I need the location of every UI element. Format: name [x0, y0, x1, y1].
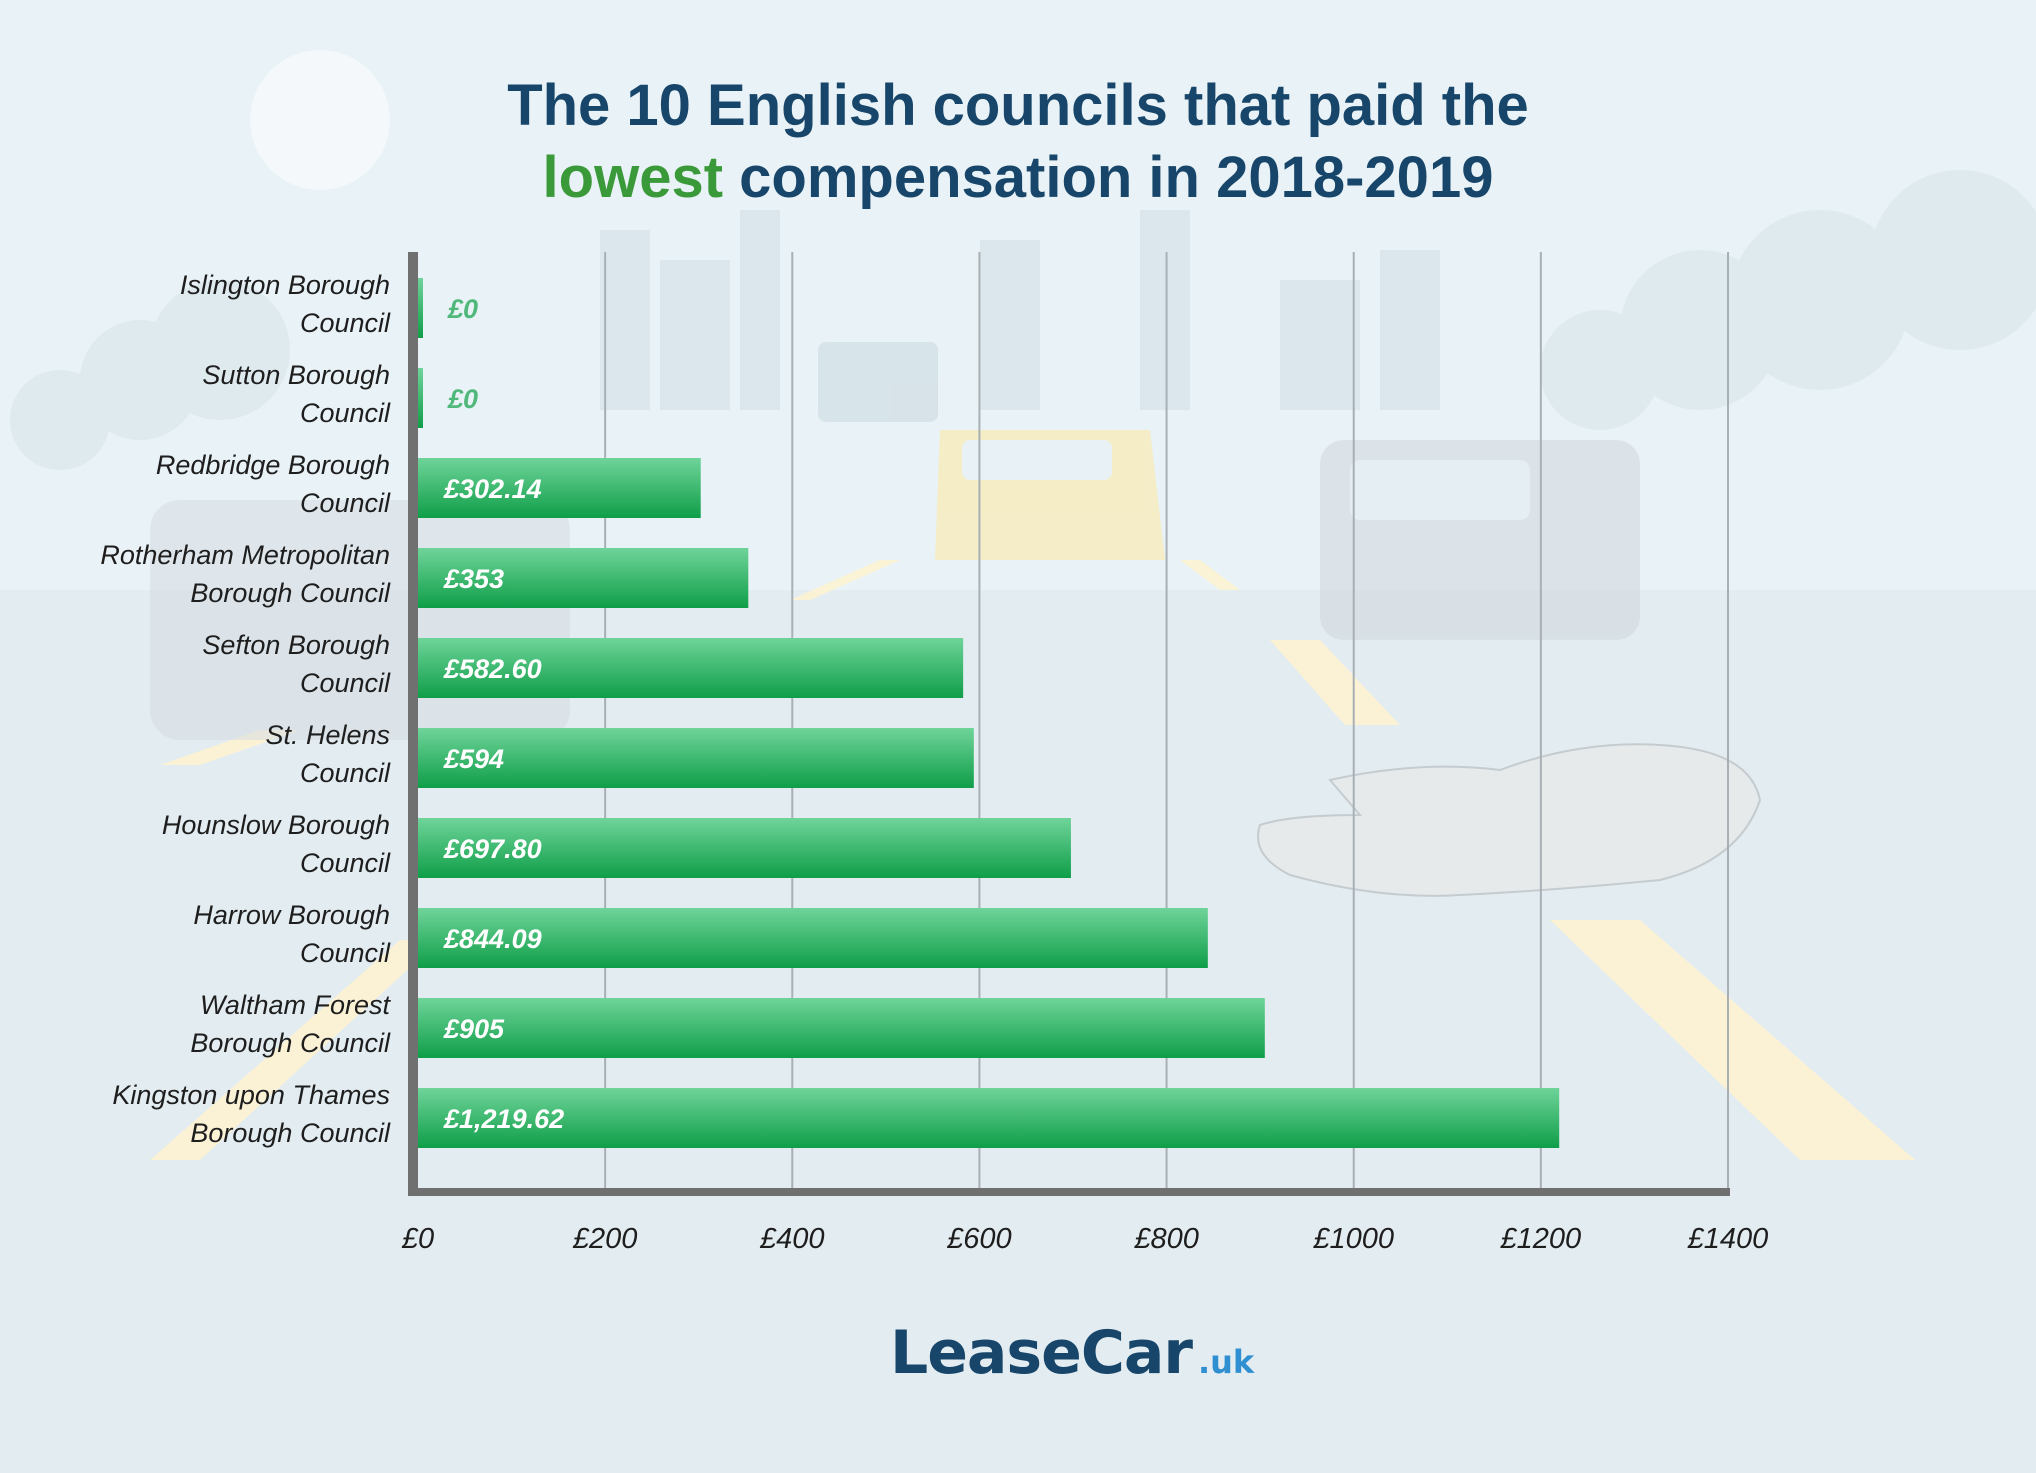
- x-tick-label: £1400: [1687, 1223, 1769, 1255]
- x-tick-label: £400: [759, 1223, 825, 1255]
- value-label: £353: [443, 564, 504, 594]
- title-line-2: compensation in 2018-2019: [723, 145, 1494, 210]
- bar: [418, 458, 701, 518]
- value-label: £594: [443, 744, 504, 774]
- x-tick-label: £200: [572, 1223, 638, 1255]
- logo-domain: .uk: [1197, 1343, 1255, 1381]
- x-axis-line: [408, 1188, 1730, 1196]
- category-label: Kingston upon Thames Borough Council: [112, 1080, 391, 1148]
- category-label: Redbridge Borough Council: [156, 450, 391, 518]
- value-label: £582.60: [443, 654, 542, 684]
- bar: [418, 728, 974, 788]
- bar: [418, 638, 964, 698]
- leasecar-logo[interactable]: LeaseCar .uk: [890, 1318, 1254, 1398]
- bar: [418, 818, 1071, 878]
- chart-title: The 10 English councils that paid the lo…: [0, 70, 2036, 214]
- logo-wordmark: LeaseCar: [890, 1318, 1193, 1388]
- category-label: Sutton Borough Council: [202, 360, 391, 428]
- value-label: £0: [447, 294, 478, 324]
- x-tick-label: £1200: [1500, 1223, 1582, 1255]
- value-label: £302.14: [443, 474, 542, 504]
- category-label: Rotherham Metropolitan Borough Council: [100, 540, 391, 608]
- title-highlight-word: lowest: [542, 145, 724, 210]
- bar: [418, 368, 423, 428]
- bar: [418, 278, 423, 338]
- axes: [408, 252, 1730, 1196]
- value-label: £905: [443, 1014, 505, 1044]
- category-label: Hounslow Borough Council: [162, 810, 391, 878]
- x-tick-label: £1000: [1312, 1223, 1394, 1255]
- bars: [418, 278, 1560, 1148]
- y-axis-line: [408, 252, 418, 1194]
- value-label: £844.09: [443, 924, 542, 954]
- category-label: Harrow Borough Council: [193, 900, 391, 968]
- x-tick-label: £0: [401, 1223, 434, 1255]
- bar: [418, 1088, 1560, 1148]
- category-label: Waltham Forest Borough Council: [190, 990, 391, 1058]
- bar: [418, 908, 1208, 968]
- value-label: £0: [447, 384, 478, 414]
- category-label: Sefton Borough Council: [202, 630, 391, 698]
- grid-lines: [604, 252, 1729, 1188]
- category-label: Islington Borough Council: [180, 270, 391, 338]
- labels: £0 £200 £400 £600 £800 £1000 £1200 £1400 £0 Islin…: [100, 270, 1768, 1255]
- title-line-1: The 10 English councils that paid the: [507, 73, 1529, 138]
- bar: [418, 548, 749, 608]
- category-label: St. Helens Council: [265, 720, 391, 788]
- value-label: £1,219.62: [443, 1104, 564, 1134]
- x-tick-label: £800: [1133, 1223, 1199, 1255]
- bar: [418, 998, 1265, 1058]
- value-label: £697.80: [443, 834, 542, 864]
- x-tick-label: £600: [946, 1223, 1012, 1255]
